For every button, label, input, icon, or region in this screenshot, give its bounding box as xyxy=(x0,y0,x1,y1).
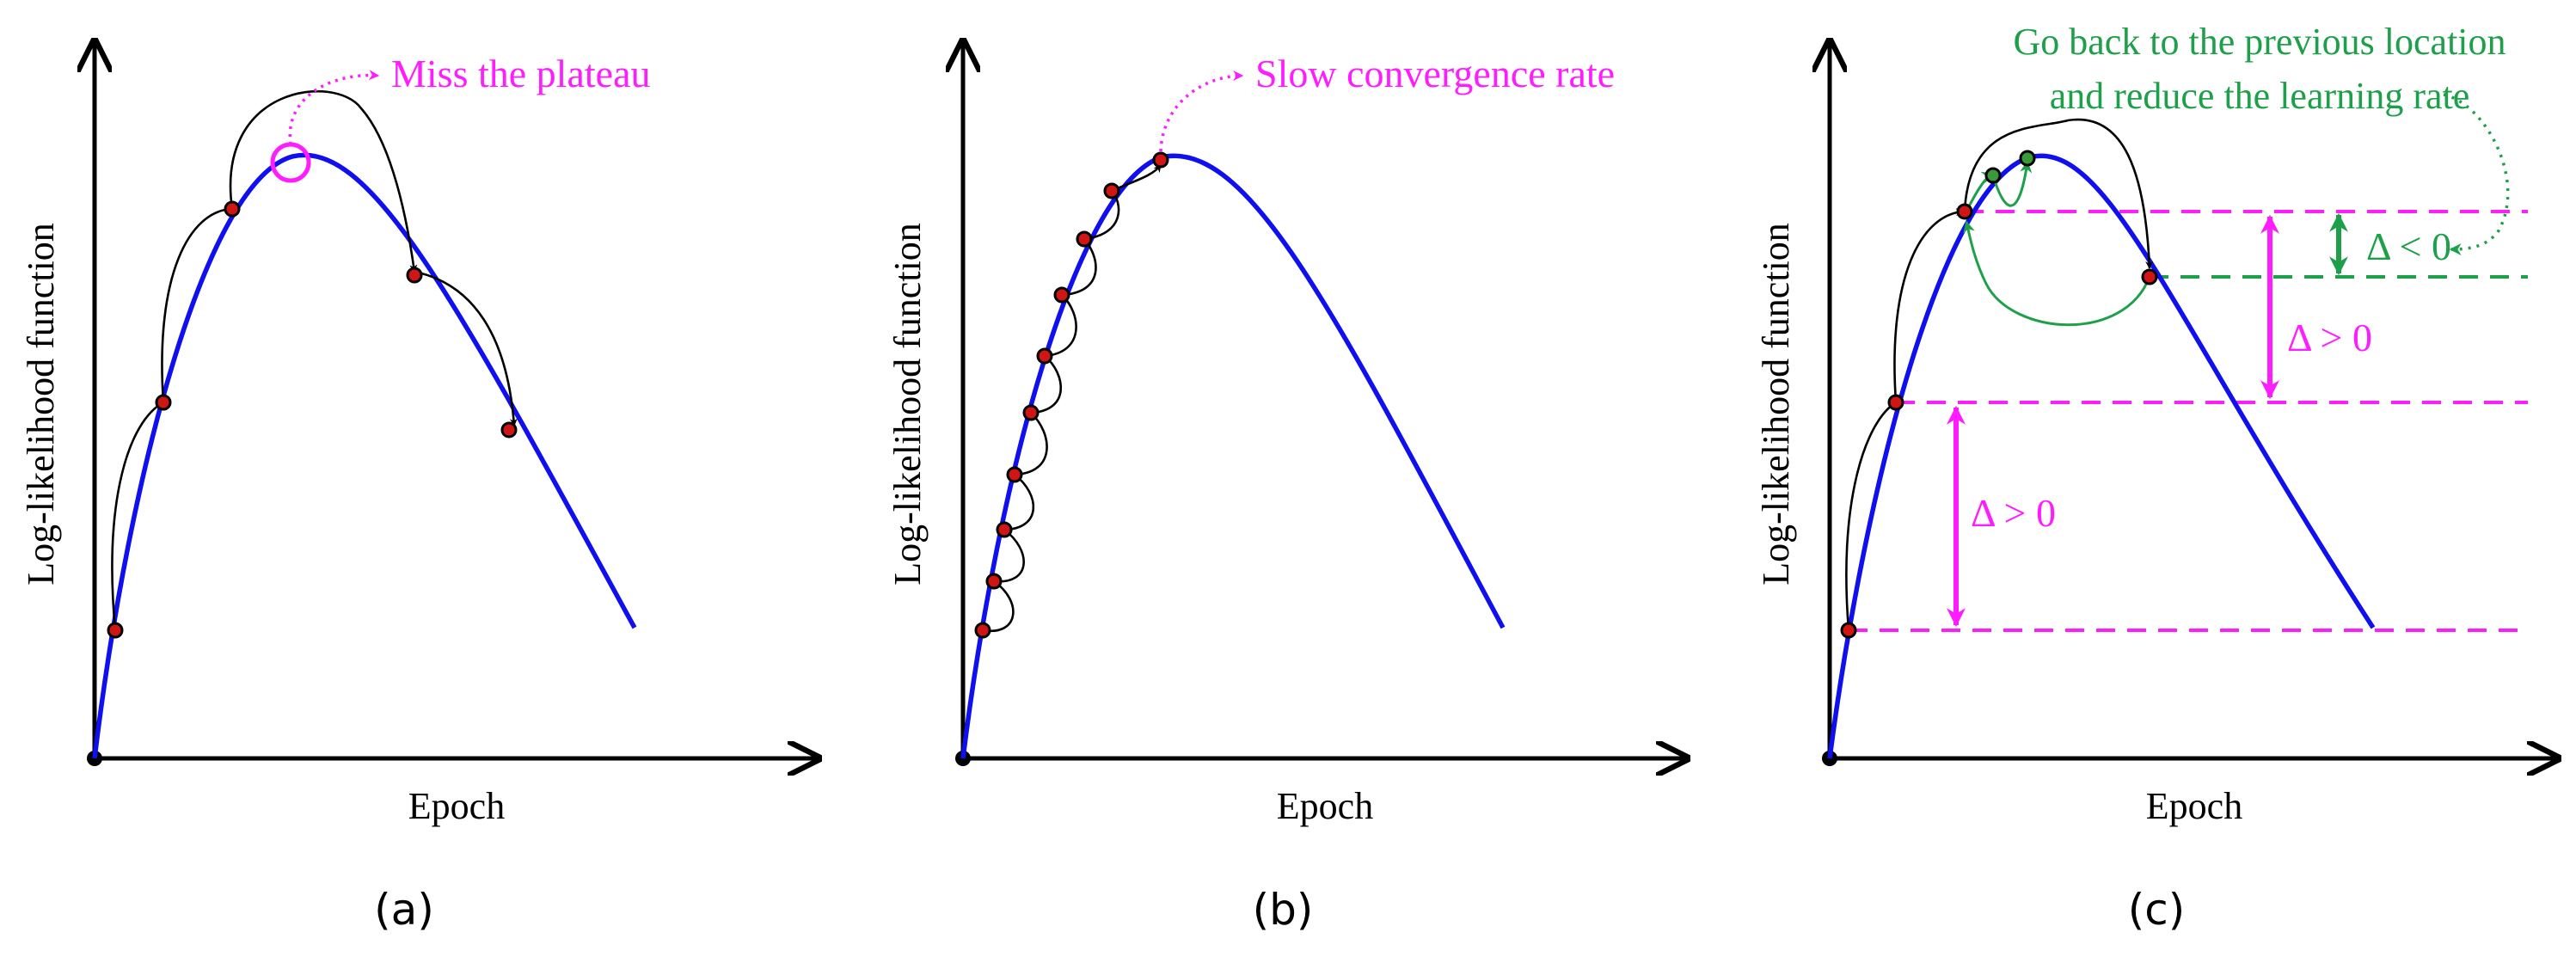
annotation-pointer xyxy=(288,70,380,145)
annotation-miss-plateau: Miss the plateau xyxy=(391,52,651,95)
x-axis-label: Epoch xyxy=(1277,785,1373,827)
panel-a: Miss the plateau Log-likelihood function… xyxy=(20,41,819,935)
x-axis-label: Epoch xyxy=(408,785,505,827)
annotation-pointer xyxy=(1159,71,1244,152)
jump-arrows xyxy=(982,164,1162,633)
panel-b: Slow convergence rate Log-likelihood fun… xyxy=(886,41,1687,935)
jump-arrows xyxy=(1845,118,2154,631)
iteration-points xyxy=(1840,150,2158,639)
delta-negative-label: Δ < 0 xyxy=(2366,224,2451,268)
iteration-points xyxy=(974,151,1169,639)
annotation-pointer xyxy=(2443,93,2510,255)
likelihood-curve xyxy=(92,152,637,759)
likelihood-curve xyxy=(1827,153,2376,759)
y-axis-label: Log-likelihood function xyxy=(886,223,929,586)
annotation-line-1: Go back to the previous location xyxy=(2013,21,2505,63)
delta-lower-label: Δ > 0 xyxy=(1971,491,2056,535)
retry-arrow-2 xyxy=(1991,160,2033,207)
jump-arrows xyxy=(111,89,518,631)
panel-caption: (b) xyxy=(1253,885,1314,935)
annotation-line-2: and reduce the learning rate xyxy=(2050,75,2470,117)
y-axis-label: Log-likelihood function xyxy=(20,223,62,586)
panel-caption: (c) xyxy=(2128,885,2186,935)
y-axis-label: Log-likelihood function xyxy=(1755,223,1797,586)
panel-caption: (a) xyxy=(374,885,434,935)
x-axis-label: Epoch xyxy=(2146,785,2242,827)
iteration-points xyxy=(107,200,518,639)
panel-c: Δ < 0 Δ > 0 Δ > 0 Go back to the previou… xyxy=(1755,21,2558,935)
return-arrow xyxy=(1963,220,2151,327)
delta-upper-label: Δ > 0 xyxy=(2287,316,2372,359)
annotation-slow-convergence: Slow convergence rate xyxy=(1255,52,1615,95)
